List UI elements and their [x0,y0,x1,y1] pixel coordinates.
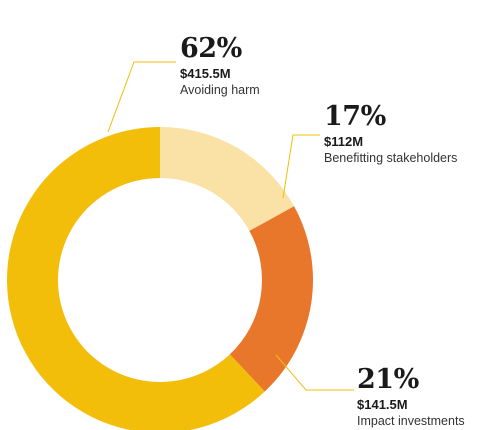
label-impact-investments: 21% $141.5M Impact investments [357,365,465,429]
amount-label: $415.5M [180,66,231,81]
leader-benefitting-stakeholders [282,134,320,199]
donut-slices [7,127,314,430]
leader-lines [107,61,354,391]
amount-label: $112M [324,134,364,149]
leader-avoiding-harm [107,61,176,133]
label-benefitting-stakeholders: 17% $112M Benefitting stakeholders [324,102,457,166]
slice-impact-investments [229,206,314,392]
slice-benefitting-stakeholders [160,127,295,231]
amount-label: $141.5M [357,397,408,412]
category-label: Benefitting stakeholders [324,151,458,165]
percent-label: 62% [180,33,242,64]
slice-avoiding-harm [7,127,265,430]
percent-label: 17% [324,101,386,132]
label-avoiding-harm: 62% $415.5M Avoiding harm [180,34,260,98]
category-label: Avoiding harm [180,83,260,97]
category-label: Impact investments [357,414,465,428]
leader-impact-investments [275,354,354,391]
percent-label: 21% [357,364,419,395]
